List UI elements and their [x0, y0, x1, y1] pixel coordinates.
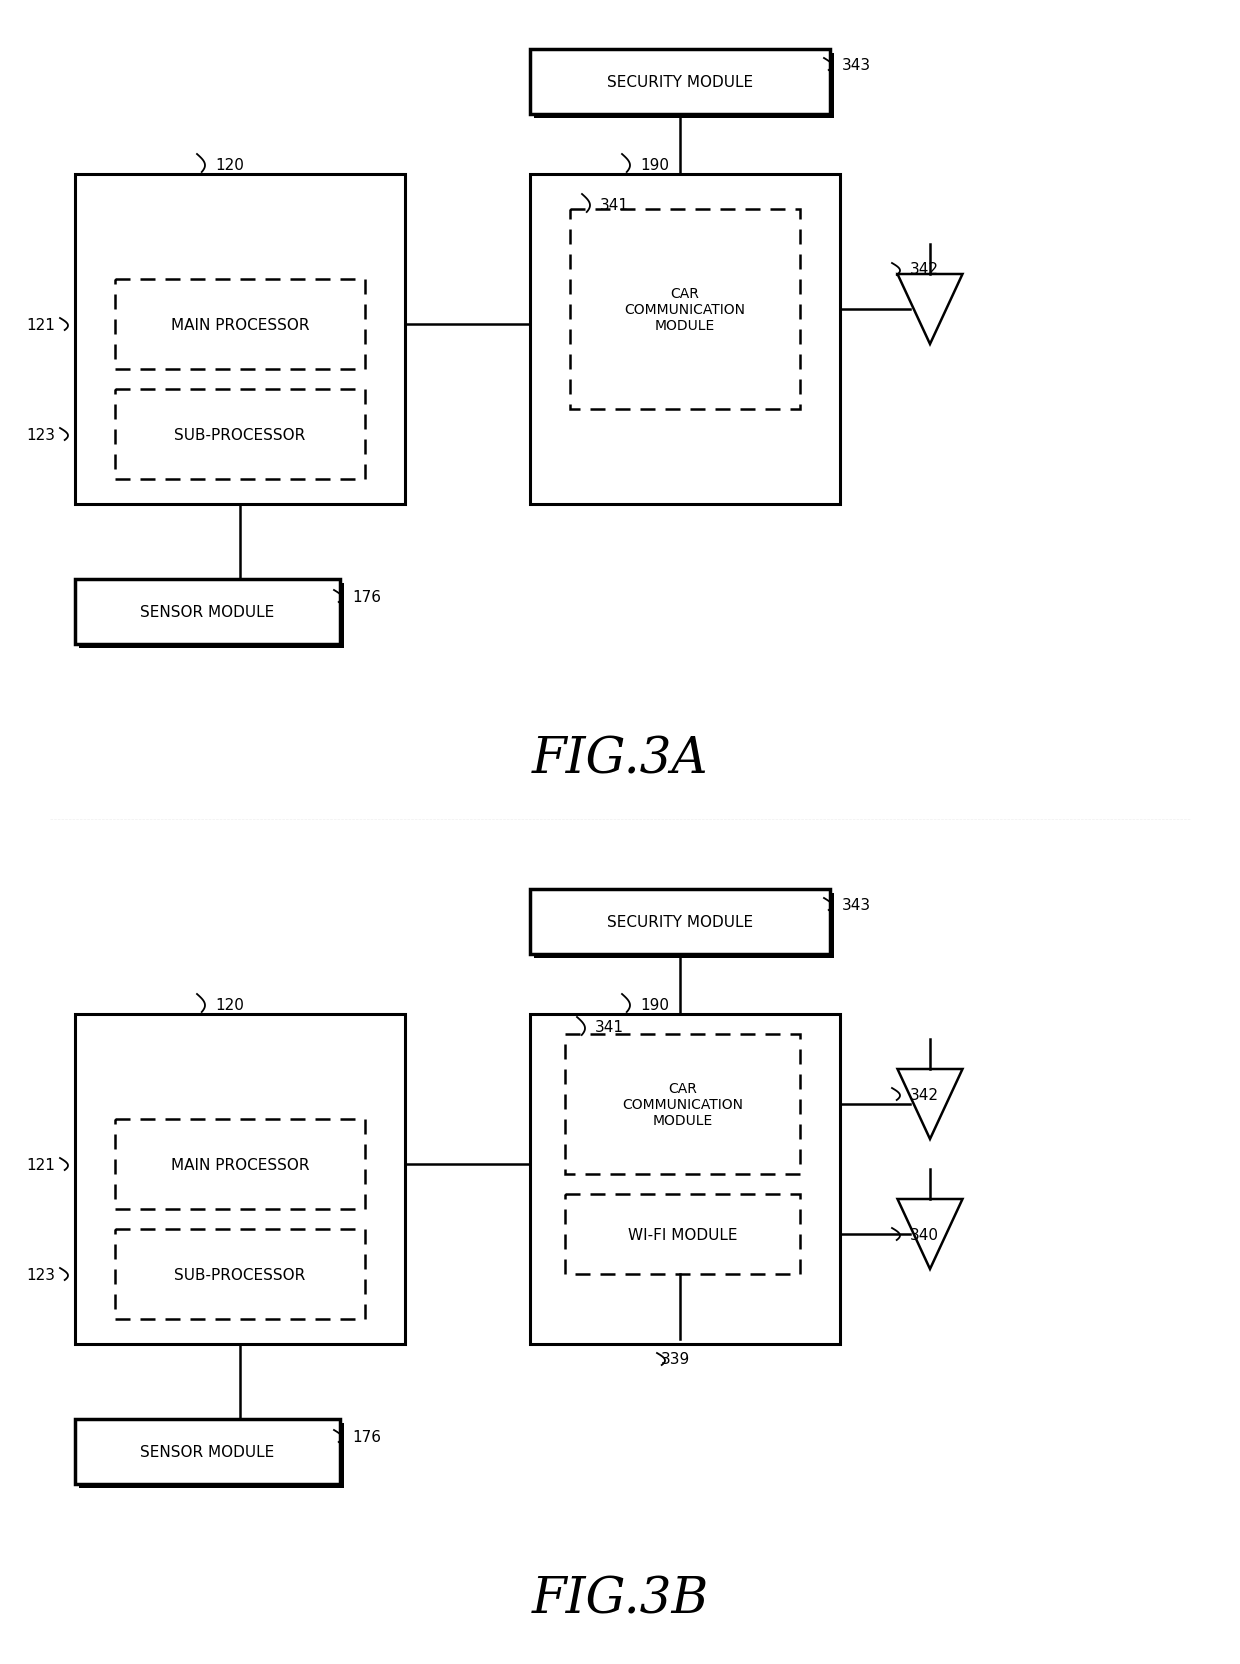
Text: 190: 190 — [640, 158, 670, 173]
Text: 340: 340 — [910, 1226, 939, 1241]
Text: 339: 339 — [661, 1351, 689, 1366]
Text: 343: 343 — [842, 897, 872, 912]
Text: CAR
COMMUNICATION
MODULE: CAR COMMUNICATION MODULE — [625, 286, 745, 333]
Text: FIG.3A: FIG.3A — [532, 735, 708, 784]
Text: SECURITY MODULE: SECURITY MODULE — [606, 915, 753, 930]
Text: MAIN PROCESSOR: MAIN PROCESSOR — [171, 1156, 309, 1171]
Bar — [565, 1035, 800, 1175]
Bar — [79, 584, 343, 649]
Bar — [74, 1015, 405, 1345]
Bar — [115, 280, 365, 369]
Text: SUB-PROCESSOR: SUB-PROCESSOR — [175, 428, 305, 443]
Text: 123: 123 — [26, 428, 55, 443]
Text: 342: 342 — [910, 1087, 939, 1102]
Text: 121: 121 — [26, 1156, 55, 1171]
Bar — [570, 210, 800, 409]
Bar — [115, 1230, 365, 1320]
Bar — [529, 890, 830, 955]
Text: 342: 342 — [910, 263, 939, 278]
Text: SENSOR MODULE: SENSOR MODULE — [140, 1444, 274, 1459]
Bar — [115, 1120, 365, 1210]
Bar — [74, 175, 405, 504]
Text: SUB-PROCESSOR: SUB-PROCESSOR — [175, 1266, 305, 1281]
Text: FIG.3B: FIG.3B — [532, 1574, 708, 1624]
Bar — [74, 579, 340, 644]
Text: 190: 190 — [640, 997, 670, 1012]
Text: SECURITY MODULE: SECURITY MODULE — [606, 75, 753, 90]
Text: MAIN PROCESSOR: MAIN PROCESSOR — [171, 318, 309, 333]
Text: 343: 343 — [842, 58, 872, 73]
Bar — [534, 894, 835, 958]
Bar — [529, 1015, 839, 1345]
Text: CAR
COMMUNICATION
MODULE: CAR COMMUNICATION MODULE — [622, 1082, 743, 1128]
Text: 120: 120 — [215, 997, 244, 1012]
Text: WI-FI MODULE: WI-FI MODULE — [627, 1226, 738, 1241]
Text: 176: 176 — [352, 589, 381, 604]
Text: 176: 176 — [352, 1429, 381, 1444]
Text: 341: 341 — [595, 1020, 624, 1035]
Text: 121: 121 — [26, 318, 55, 333]
Bar — [529, 50, 830, 115]
Text: 120: 120 — [215, 158, 244, 173]
Bar — [565, 1195, 800, 1275]
Bar — [79, 1423, 343, 1488]
Bar — [534, 53, 835, 118]
Text: SENSOR MODULE: SENSOR MODULE — [140, 604, 274, 619]
Text: 123: 123 — [26, 1266, 55, 1281]
Bar — [529, 175, 839, 504]
Bar — [74, 1419, 340, 1484]
Bar — [115, 389, 365, 479]
Text: 341: 341 — [600, 198, 629, 213]
